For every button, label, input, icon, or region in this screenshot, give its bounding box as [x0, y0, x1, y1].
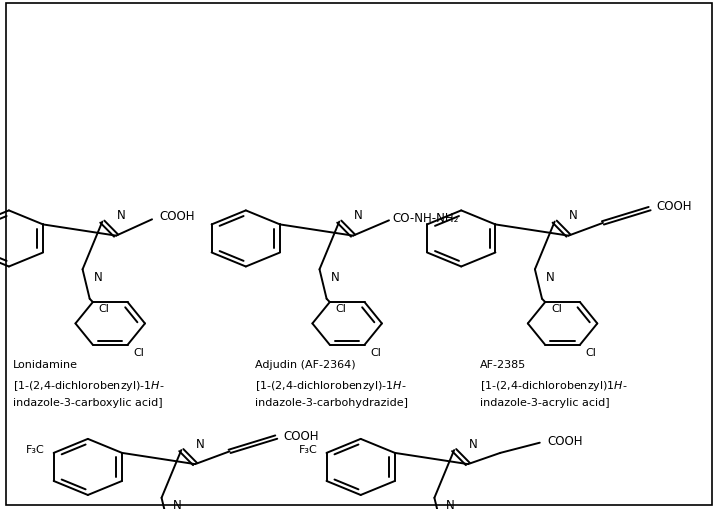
Text: COOH: COOH [657, 199, 692, 212]
Text: indazole-3-acrylic acid]: indazole-3-acrylic acid] [480, 398, 610, 408]
Text: CO-NH-NH₂: CO-NH-NH₂ [393, 211, 459, 224]
Text: [1-(2,4-dichlorobenzyl)-1$\it{H}$-: [1-(2,4-dichlorobenzyl)-1$\it{H}$- [13, 378, 164, 392]
Text: Cl: Cl [586, 347, 597, 357]
Text: COOH: COOH [284, 429, 319, 442]
Text: COOH: COOH [547, 434, 582, 447]
Text: Cl: Cl [551, 303, 562, 313]
Text: N: N [569, 209, 578, 222]
Text: N: N [446, 498, 454, 509]
Text: N: N [94, 270, 103, 284]
Text: Cl: Cl [134, 347, 144, 357]
Text: Cl: Cl [336, 303, 347, 313]
Text: indazole-3-carboxylic acid]: indazole-3-carboxylic acid] [13, 398, 162, 408]
Text: Cl: Cl [99, 303, 110, 313]
Text: Cl: Cl [370, 347, 381, 357]
Text: N: N [468, 437, 477, 450]
Text: indazole-3-carbohydrazide]: indazole-3-carbohydrazide] [255, 398, 408, 408]
Text: N: N [173, 498, 182, 509]
Text: F₃C: F₃C [27, 444, 45, 454]
Text: [1-(2,4-dichlorobenzyl)-1$\it{H}$-: [1-(2,4-dichlorobenzyl)-1$\it{H}$- [255, 378, 406, 392]
Text: N: N [116, 209, 126, 222]
Text: F₃C: F₃C [299, 444, 318, 454]
Text: N: N [195, 437, 205, 450]
Text: Lonidamine: Lonidamine [13, 359, 78, 369]
Text: N: N [546, 270, 555, 284]
Text: [1-(2,4-dichlorobenzyl)1$\it{H}$-: [1-(2,4-dichlorobenzyl)1$\it{H}$- [480, 378, 628, 392]
Text: N: N [353, 209, 363, 222]
Text: Adjudin (AF-2364): Adjudin (AF-2364) [255, 359, 355, 369]
Text: COOH: COOH [159, 210, 195, 223]
Text: AF-2385: AF-2385 [480, 359, 526, 369]
Text: N: N [331, 270, 340, 284]
